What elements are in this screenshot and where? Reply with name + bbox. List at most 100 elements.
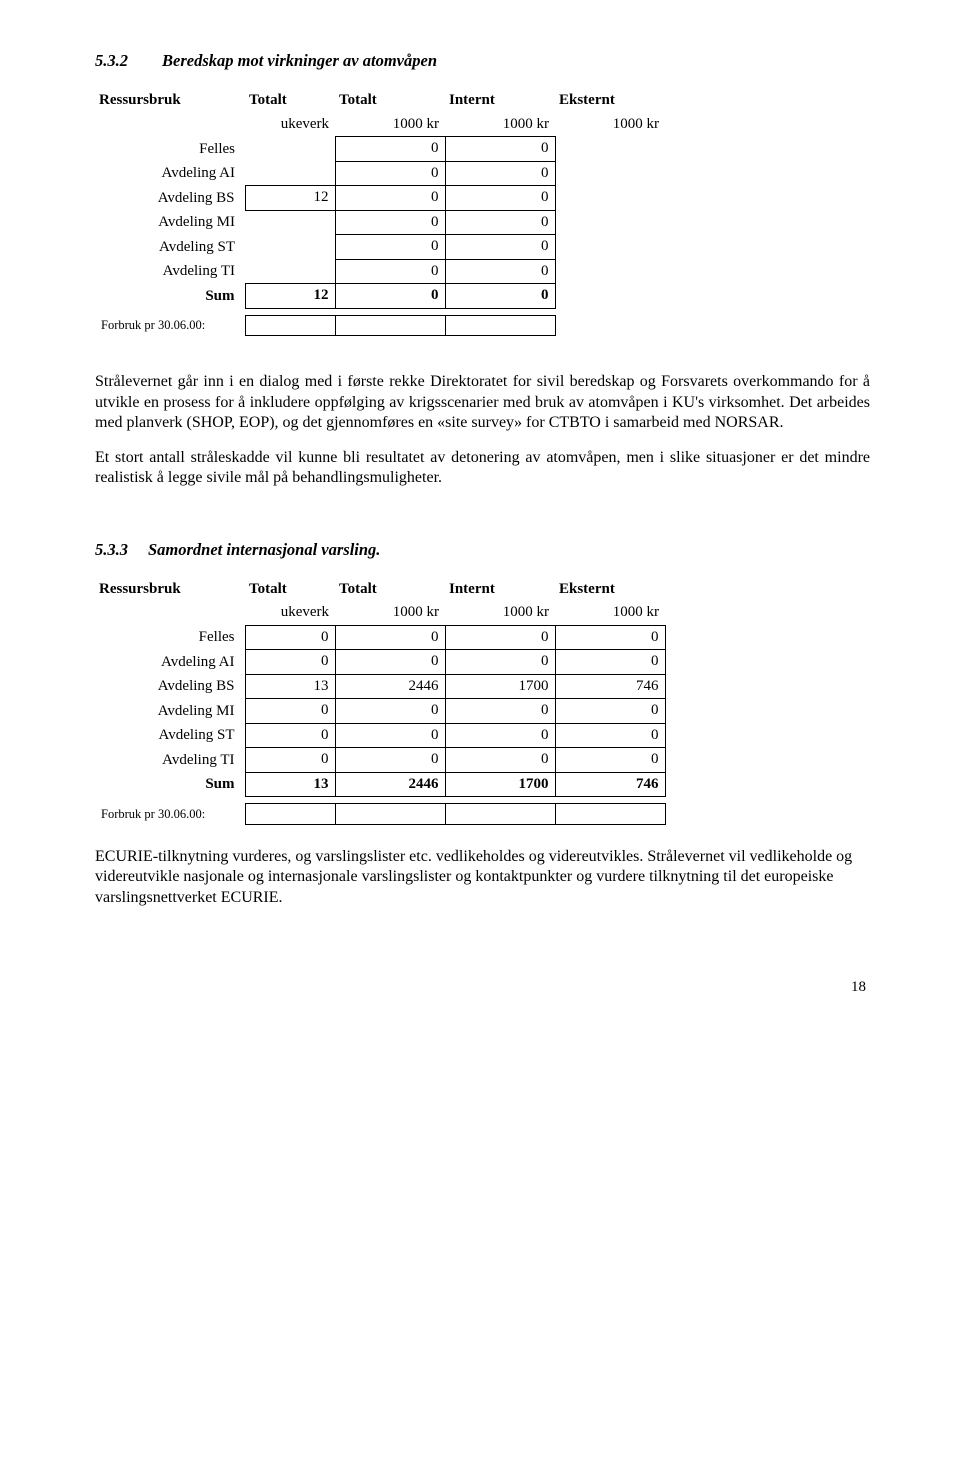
table-row: Felles 0 0 xyxy=(95,137,665,162)
cell: 0 xyxy=(445,650,555,675)
unit-label: ukeverk xyxy=(245,601,335,625)
section-number: 5.3.2 xyxy=(95,50,128,71)
body-paragraph: Strålevernet går inn i en dialog med i f… xyxy=(95,372,870,433)
forbruk-label: Forbruk pr 30.06.00: xyxy=(95,804,245,824)
cell: 0 xyxy=(245,650,335,675)
col-header: Totalt xyxy=(245,89,335,113)
cell: 0 xyxy=(445,284,555,309)
section-heading-1: 5.3.2 Beredskap mot virkninger av atomvåp… xyxy=(95,50,870,71)
body-paragraph: Et stort antall stråleskadde vil kunne b… xyxy=(95,448,870,489)
cell: 0 xyxy=(445,210,555,235)
unit-label: 1000 kr xyxy=(335,113,445,137)
unit-label: ukeverk xyxy=(245,113,335,137)
table-row: Felles 0 0 0 0 xyxy=(95,625,665,650)
forbruk-row-1: Forbruk pr 30.06.00: xyxy=(95,315,556,336)
unit-label: 1000 kr xyxy=(335,601,445,625)
col-header: Internt xyxy=(445,89,555,113)
resource-table-1: Ressursbruk Totalt Totalt Internt Ekster… xyxy=(95,89,665,309)
row-label: Felles xyxy=(95,137,245,162)
unit-label: 1000 kr xyxy=(445,601,555,625)
table-unit-row: ukeverk 1000 kr 1000 kr 1000 kr xyxy=(95,601,665,625)
cell: 0 xyxy=(445,161,555,186)
row-label: Avdeling BS xyxy=(95,674,245,699)
row-label: Avdeling TI xyxy=(95,259,245,284)
unit-label: 1000 kr xyxy=(445,113,555,137)
table-header-row: Ressursbruk Totalt Totalt Internt Ekster… xyxy=(95,89,665,113)
cell: 0 xyxy=(445,723,555,748)
forbruk-label: Forbruk pr 30.06.00: xyxy=(95,315,245,335)
cell: 0 xyxy=(555,650,665,675)
table-sum-row: Sum 12 0 0 xyxy=(95,284,665,309)
table-row: Avdeling MI 0 0 0 0 xyxy=(95,699,665,724)
cell: 0 xyxy=(445,259,555,284)
section-title: Beredskap mot virkninger av atomvåpen xyxy=(162,51,437,70)
cell: 0 xyxy=(245,699,335,724)
cell: 1700 xyxy=(445,772,555,797)
cell: 746 xyxy=(555,772,665,797)
col-header: Eksternt xyxy=(555,578,665,602)
cell: 2446 xyxy=(335,772,445,797)
table-row: Avdeling ST 0 0 xyxy=(95,235,665,260)
table-header-row: Ressursbruk Totalt Totalt Internt Ekster… xyxy=(95,578,665,602)
cell: 0 xyxy=(335,210,445,235)
cell xyxy=(245,804,335,824)
cell: 0 xyxy=(445,748,555,773)
table-row: Avdeling ST 0 0 0 0 xyxy=(95,723,665,748)
cell: 1700 xyxy=(445,674,555,699)
row-label: Avdeling ST xyxy=(95,723,245,748)
cell: 0 xyxy=(335,650,445,675)
table-row: Avdeling MI 0 0 xyxy=(95,210,665,235)
cell: 0 xyxy=(335,284,445,309)
cell: 0 xyxy=(335,161,445,186)
cell: 0 xyxy=(335,259,445,284)
cell: 0 xyxy=(335,748,445,773)
cell xyxy=(445,804,555,824)
cell: 12 xyxy=(245,284,335,309)
cell: 0 xyxy=(245,748,335,773)
section-number: 5.3.3 xyxy=(95,539,128,560)
row-label: Avdeling MI xyxy=(95,699,245,724)
table-row: Avdeling AI 0 0 xyxy=(95,161,665,186)
cell: 0 xyxy=(335,235,445,260)
cell: 0 xyxy=(245,625,335,650)
sum-label: Sum xyxy=(95,284,245,309)
col-header: Totalt xyxy=(335,578,445,602)
cell xyxy=(335,804,445,824)
row-label: Avdeling MI xyxy=(95,210,245,235)
cell: 0 xyxy=(445,186,555,211)
cell: 2446 xyxy=(335,674,445,699)
row-label: Avdeling TI xyxy=(95,748,245,773)
cell: 0 xyxy=(335,186,445,211)
cell: 12 xyxy=(245,186,335,211)
cell: 0 xyxy=(445,699,555,724)
col-header: Internt xyxy=(445,578,555,602)
forbruk-row-2: Forbruk pr 30.06.00: xyxy=(95,803,666,824)
section-heading-2: 5.3.3Samordnet internasjonal varsling. xyxy=(95,539,870,560)
table-row: Avdeling BS 13 2446 1700 746 xyxy=(95,674,665,699)
cell xyxy=(335,315,445,335)
table-row: Avdeling BS 12 0 0 xyxy=(95,186,665,211)
row-label: Avdeling BS xyxy=(95,186,245,211)
cell: 0 xyxy=(335,137,445,162)
cell: 0 xyxy=(555,748,665,773)
cell: 13 xyxy=(245,772,335,797)
row-label: Avdeling AI xyxy=(95,161,245,186)
cell: 13 xyxy=(245,674,335,699)
cell: 0 xyxy=(335,625,445,650)
row-label: Felles xyxy=(95,625,245,650)
cell: 0 xyxy=(245,723,335,748)
row-label: Avdeling ST xyxy=(95,235,245,260)
table-row: Avdeling TI 0 0 0 0 xyxy=(95,748,665,773)
table-row: Avdeling AI 0 0 0 0 xyxy=(95,650,665,675)
table-unit-row: ukeverk 1000 kr 1000 kr 1000 kr xyxy=(95,113,665,137)
row-label: Avdeling AI xyxy=(95,650,245,675)
cell: 0 xyxy=(445,137,555,162)
body-paragraph: ECURIE-tilknytning vurderes, og varsling… xyxy=(95,847,870,908)
cell: 0 xyxy=(555,723,665,748)
cell: 746 xyxy=(555,674,665,699)
cell: 0 xyxy=(445,625,555,650)
unit-label: 1000 kr xyxy=(555,113,665,137)
col-header: Ressursbruk xyxy=(95,89,245,113)
col-header: Eksternt xyxy=(555,89,665,113)
page-number: 18 xyxy=(95,978,870,998)
